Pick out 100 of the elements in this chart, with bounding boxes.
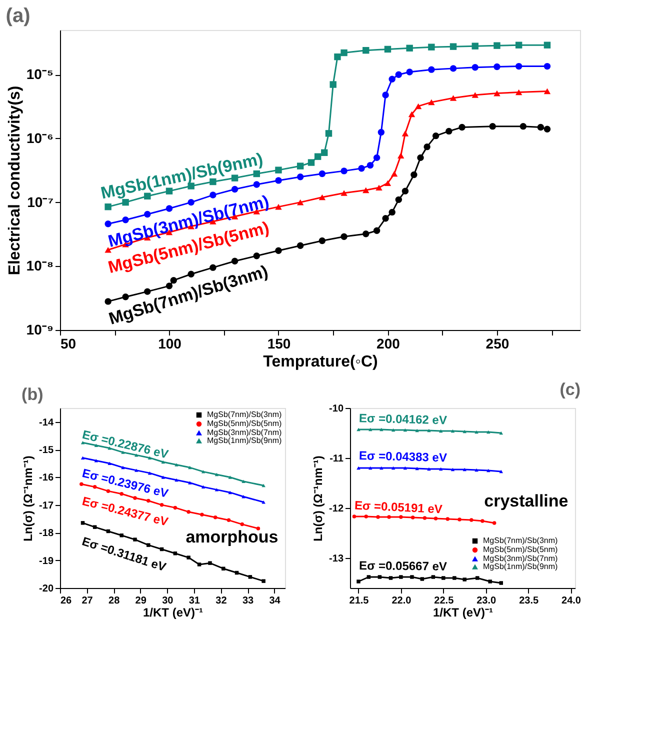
point [133,538,137,542]
point [472,64,478,71]
point [537,124,544,131]
point [262,579,266,583]
point [450,429,455,433]
point [410,516,415,520]
annotation: Eσ =0.04162 eV [358,411,448,428]
point [275,166,282,174]
point [410,171,418,178]
point [80,521,85,525]
point [480,519,484,523]
point [388,576,393,580]
point [520,122,527,130]
point [395,196,402,204]
point [133,496,137,500]
point [321,149,328,156]
x-axis-title: 1/KT (eV)⁻¹ [432,606,494,620]
y-axis-title: Ln(σ) (Ω⁻¹nm⁻¹) [21,456,36,542]
point [390,170,398,177]
point [458,124,466,131]
annotation: Eσ =0.05191 eV [354,498,443,516]
point [415,466,419,470]
point [148,456,152,460]
y-tick-label: 10⁻⁹ [26,322,54,338]
y-axis-title: Electrical conductivity(s) [6,86,24,276]
point [446,517,450,521]
point [544,88,551,94]
point [146,498,150,503]
point [366,162,374,169]
point [486,430,490,434]
x-tick-label: 250 [486,336,510,352]
x-tick-label: 23.0 [476,596,497,606]
legend-label: MgSb(1nm)/Sb(9nm) [207,436,282,445]
point [399,515,403,519]
point [108,462,112,466]
y-tick-label: -12 [329,504,344,514]
point [148,471,152,475]
point [228,476,232,479]
point [434,516,438,520]
point [318,170,326,178]
point [432,132,440,140]
point [494,90,500,96]
x-axis-title: Temprature(◦C) [263,354,378,370]
point [420,577,424,581]
point [462,430,466,434]
chart-title: (b) [22,385,44,404]
point [427,467,431,471]
point [417,154,424,162]
point [174,463,178,466]
x-tick-label: 200 [376,336,400,352]
point [380,466,384,470]
point [120,534,124,538]
point [408,111,416,118]
point [462,468,466,472]
point [262,484,266,488]
point [382,92,389,98]
point [94,444,98,448]
x-tick-label: 21.5 [349,596,370,606]
point [364,514,368,518]
legend-label: MgSb(7nm)/Sb(3nm) [207,410,282,419]
point [200,512,204,516]
y-tick-label: -18 [39,528,54,540]
point [402,130,409,136]
point [489,122,496,130]
x-tick-label: 27 [82,596,94,606]
point [438,467,443,471]
point [415,428,419,432]
point [472,92,478,98]
y-tick-label: -10 [329,404,344,414]
point [450,43,457,50]
y-tick-label: 10⁻⁵ [26,66,54,82]
point [318,237,326,244]
point [414,103,422,110]
y-tick-label: -17 [39,500,54,512]
point [213,516,218,520]
annotation: amorphous [186,528,278,547]
point [424,143,430,150]
x-tick-label: 34 [269,596,281,606]
point [474,468,478,472]
y-tick-label: -15 [39,445,54,456]
legend-label: MgSb(3nm)/Sb(7nm) [207,428,282,437]
point [442,576,446,580]
point [494,63,500,70]
x-tick-label: 30 [162,596,174,606]
point [544,126,551,132]
point [427,428,431,432]
point [314,153,322,160]
y-tick-label: 10⁻⁷ [27,194,54,210]
point [214,488,219,492]
point [403,428,408,432]
point [358,165,365,172]
point [428,66,435,73]
point [438,429,443,433]
point [452,576,456,580]
x-tick-label: 22.0 [392,596,412,606]
x-tick-label: 33 [242,596,254,606]
point [428,44,435,50]
point [262,500,266,504]
point [80,482,84,486]
x-axis-title: 1/KT (eV)⁻¹ [142,606,204,620]
